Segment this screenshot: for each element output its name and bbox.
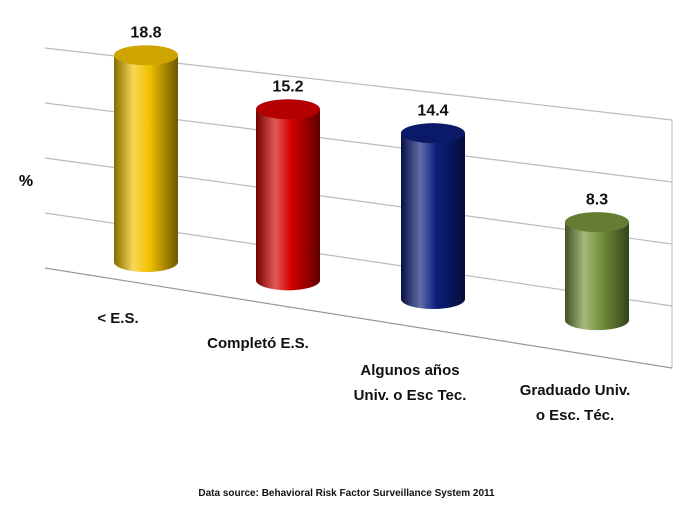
bar-body: [401, 133, 465, 310]
bar-top: [114, 45, 178, 66]
bar: [565, 212, 629, 331]
bar-body: [256, 109, 320, 291]
bar-top: [401, 123, 465, 144]
bar-body: [565, 222, 629, 331]
bar-body: [114, 55, 178, 273]
x-tick-label: Graduado Univ. o Esc. Téc.: [519, 382, 631, 424]
y-axis-label: %: [19, 173, 33, 190]
x-tick-label: Completó E.S.: [207, 335, 309, 352]
data-label: 14.4: [417, 102, 448, 119]
bar-top: [256, 99, 320, 120]
x-tick-label: Algunos años Univ. o Esc Tec.: [353, 362, 467, 404]
source-note: Data source: Behavioral Risk Factor Surv…: [198, 488, 495, 499]
data-label: 15.2: [272, 78, 303, 95]
data-label: 8.3: [586, 191, 608, 208]
data-label: 18.8: [130, 24, 161, 41]
bar: [256, 99, 320, 291]
bar: [114, 45, 178, 273]
bar: [401, 123, 465, 310]
grid-line: [44, 267, 673, 369]
bar-top: [565, 212, 629, 233]
x-tick-label: < E.S.: [97, 310, 139, 327]
